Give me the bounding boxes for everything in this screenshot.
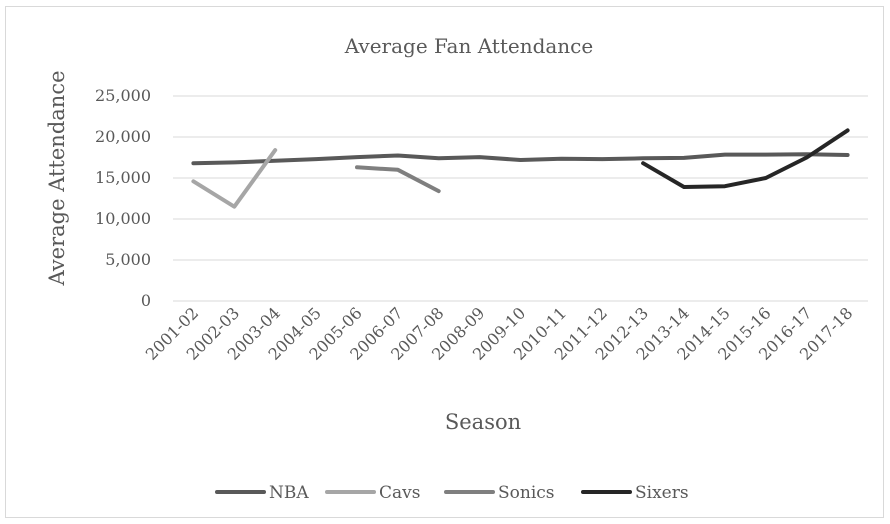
legend-label-cavs: Cavs — [379, 483, 420, 503]
y-tick-label: 5,000 — [105, 250, 151, 269]
series-line-sonics — [355, 165, 441, 194]
y-axis-label: Average Attendance — [45, 70, 69, 286]
series-lines — [191, 128, 850, 209]
y-tick-label: 20,000 — [95, 127, 151, 146]
y-tick-label: 10,000 — [95, 209, 151, 228]
legend: NBA Cavs Sonics Sixers — [215, 483, 689, 503]
series-line-nba — [191, 152, 850, 166]
series-line-sixers — [641, 128, 850, 189]
gridlines — [173, 95, 868, 302]
x-axis-ticks: 2001-022002-032003-042004-052005-062006-… — [142, 303, 857, 363]
y-tick-label: 15,000 — [95, 168, 151, 187]
legend-label-sonics: Sonics — [498, 483, 555, 503]
chart-title: Average Fan Attendance — [344, 34, 593, 58]
series-line-cavs — [191, 148, 278, 209]
y-tick-label: 25,000 — [95, 86, 151, 105]
x-axis-label: Season — [445, 410, 521, 434]
chart-area — [5, 6, 884, 518]
y-axis-ticks: 0 5,000 10,000 15,000 20,000 25,000 — [95, 86, 151, 310]
legend-label-nba: NBA — [269, 483, 309, 503]
legend-label-sixers: Sixers — [635, 483, 689, 503]
y-tick-label: 0 — [141, 291, 151, 310]
